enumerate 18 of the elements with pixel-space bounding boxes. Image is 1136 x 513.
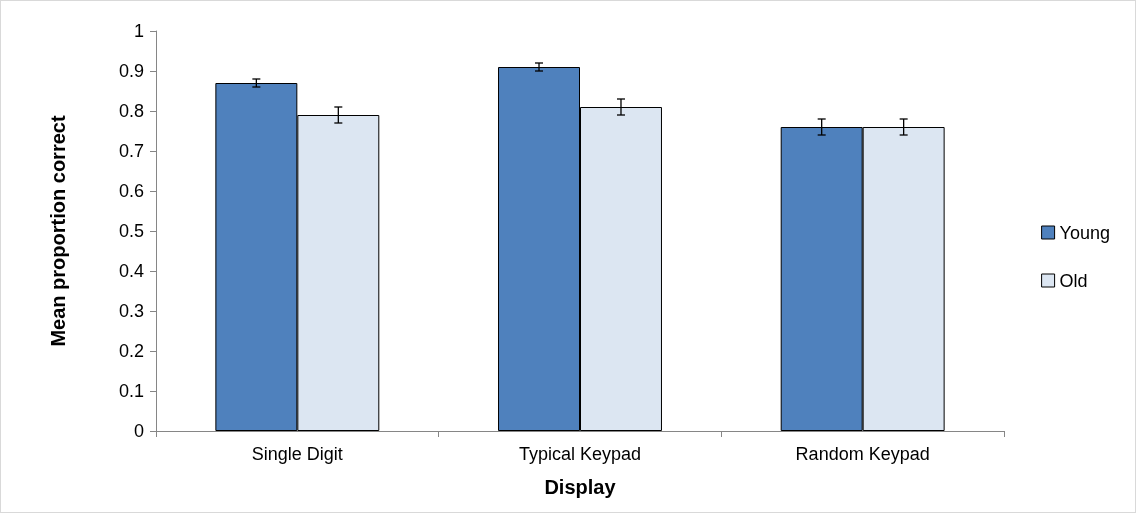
x-tick-label: Single Digit (251, 444, 343, 464)
x-axis-title: Display (544, 476, 617, 498)
x-tick-label: Random Keypad (795, 444, 930, 464)
y-tick-label: 1 (133, 21, 144, 41)
y-tick-label: 0.3 (118, 301, 144, 321)
y-tick-label: 0.5 (118, 221, 144, 241)
legend-label: Young (1059, 222, 1111, 243)
y-tick-label: 0.7 (118, 141, 144, 161)
y-tick-label: 0.6 (118, 181, 144, 201)
y-tick-label: 0 (133, 421, 144, 441)
x-tick-label: Typical Keypad (518, 444, 642, 464)
y-tick-label: 0.9 (118, 61, 144, 81)
y-tick-label: 0.8 (118, 101, 144, 121)
y-tick-label: 0.2 (118, 341, 144, 361)
y-tick-label: 0.1 (118, 381, 144, 401)
y-axis-title: Mean proportion correct (47, 115, 69, 347)
legend-label: Old (1059, 270, 1088, 291)
y-tick-label: 0.4 (118, 261, 144, 281)
